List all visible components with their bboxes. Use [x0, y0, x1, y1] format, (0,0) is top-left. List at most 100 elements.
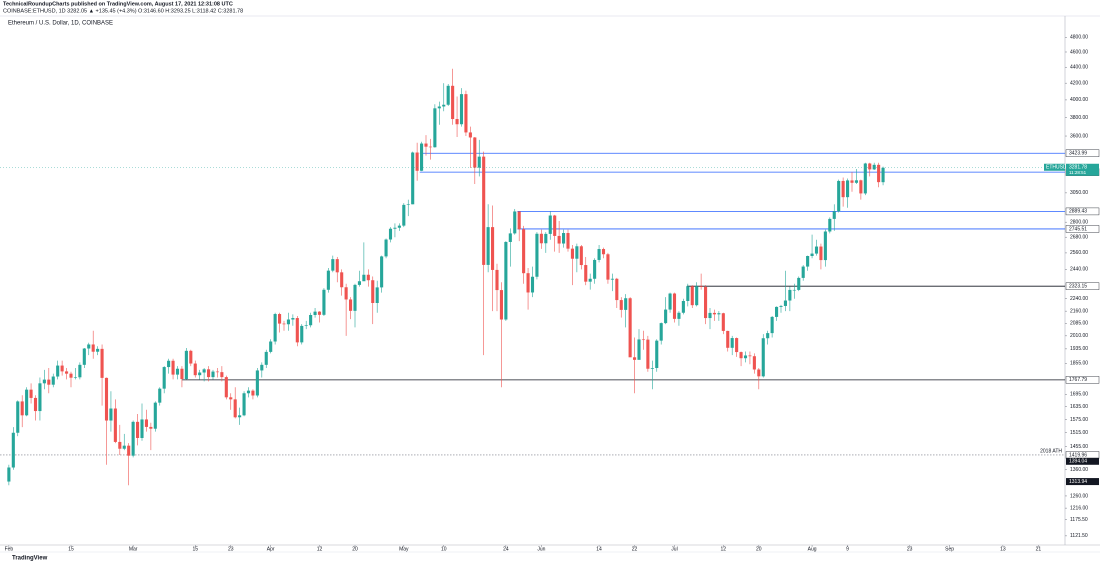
- candle-body: [628, 298, 632, 358]
- candle-body: [863, 163, 867, 194]
- level-note: 2018 ATH: [1040, 448, 1062, 454]
- candle-body: [610, 278, 614, 280]
- y-tick-label: 1855.00: [1070, 361, 1088, 367]
- y-tick-label: 4800.00: [1070, 35, 1088, 41]
- level-label: 2323.15: [1069, 284, 1087, 290]
- candle-body: [109, 408, 113, 421]
- candle-body: [215, 371, 219, 373]
- level-badge: [1065, 149, 1100, 157]
- candle-body: [397, 225, 401, 228]
- candle-body: [783, 300, 787, 306]
- y-tick-label: 1216.00: [1070, 505, 1088, 511]
- candle-body: [442, 104, 446, 107]
- y-tick-label: 1175.50: [1070, 517, 1088, 523]
- candle-body: [291, 318, 295, 320]
- candle-body: [33, 397, 38, 412]
- candle-body: [451, 85, 455, 120]
- candle-body: [295, 318, 299, 343]
- candle-body: [428, 146, 432, 148]
- candle-body: [29, 389, 33, 398]
- price-badge: [1066, 457, 1099, 465]
- x-tick-label: May: [399, 546, 409, 552]
- y-tick-label: 3600.00: [1070, 133, 1088, 139]
- candle-body: [246, 390, 251, 394]
- candle-body: [748, 355, 752, 357]
- candle-body: [282, 323, 286, 325]
- candle-body: [468, 132, 472, 138]
- y-tick-label: 1935.00: [1070, 346, 1088, 352]
- level-badge: [1065, 282, 1100, 290]
- candle-body: [353, 284, 357, 311]
- y-tick-label: 2560.00: [1070, 250, 1088, 256]
- y-tick-label: 1635.00: [1070, 404, 1088, 410]
- candle-body: [601, 249, 606, 255]
- candle-body: [91, 344, 95, 352]
- candle-body: [801, 266, 805, 278]
- candle-body: [837, 180, 841, 212]
- y-tick-label: 1695.00: [1070, 392, 1088, 398]
- y-tick-label: 2240.00: [1070, 296, 1088, 302]
- candle-body: [619, 300, 623, 310]
- candle-body: [712, 312, 716, 315]
- candle-body: [371, 280, 375, 304]
- level-badge: [1065, 376, 1100, 384]
- candle-body: [415, 152, 419, 171]
- candle-body: [207, 369, 211, 378]
- x-tick-label: 21: [1036, 546, 1042, 552]
- candle-body: [770, 316, 774, 334]
- x-tick-label: 12: [317, 546, 323, 552]
- candle-body: [65, 371, 69, 374]
- candle-body: [278, 314, 282, 324]
- level-label: 1419.96: [1069, 452, 1087, 458]
- candle-body: [810, 253, 814, 257]
- candle-body: [681, 300, 685, 313]
- candle-body: [779, 305, 783, 307]
- candle-body: [562, 233, 566, 244]
- candle-body: [752, 356, 756, 370]
- candle-body: [499, 290, 503, 320]
- candle-body: [677, 312, 681, 319]
- candle-body: [11, 432, 15, 468]
- candle-body: [743, 355, 748, 359]
- candle-body: [69, 373, 73, 378]
- candle-body: [202, 369, 206, 373]
- candle-body: [526, 273, 530, 293]
- candle-body: [872, 164, 876, 170]
- candle-body: [459, 94, 464, 125]
- candle-body: [828, 218, 832, 232]
- candle-body: [171, 360, 175, 375]
- candle-body: [814, 246, 819, 254]
- candle-body: [664, 309, 668, 324]
- candle-body: [220, 372, 224, 378]
- y-tick-label: 4600.00: [1070, 49, 1088, 55]
- candle-body: [233, 399, 237, 418]
- candle-body: [841, 180, 845, 198]
- y-tick-label: 4200.00: [1070, 81, 1088, 87]
- candle-body: [730, 338, 734, 348]
- candle-body: [269, 341, 273, 352]
- y-tick-label: 4400.00: [1070, 65, 1088, 71]
- candle-body: [393, 227, 397, 229]
- candle-body: [788, 289, 792, 301]
- candle-body: [792, 289, 796, 291]
- candle-body: [304, 325, 308, 326]
- candle-body: [437, 106, 441, 109]
- candle-body: [104, 377, 109, 421]
- candle-body: [242, 393, 246, 416]
- y-tick-label: 3050.00: [1070, 190, 1088, 196]
- candle-body: [113, 408, 117, 442]
- candle-body: [313, 311, 317, 315]
- y-tick-label: 1360.00: [1070, 467, 1088, 473]
- candle-body: [823, 231, 827, 261]
- candle-body: [624, 298, 628, 310]
- candle-body: [349, 299, 353, 311]
- x-tick-label: Feb: [5, 546, 14, 552]
- x-tick-label: 13: [1000, 546, 1006, 552]
- candle-body: [690, 286, 694, 306]
- x-tick-label: 23: [907, 546, 913, 552]
- candle-body: [380, 256, 384, 288]
- x-tick-label: 14: [596, 546, 602, 552]
- candle-body: [180, 368, 184, 380]
- candle-body: [530, 276, 535, 293]
